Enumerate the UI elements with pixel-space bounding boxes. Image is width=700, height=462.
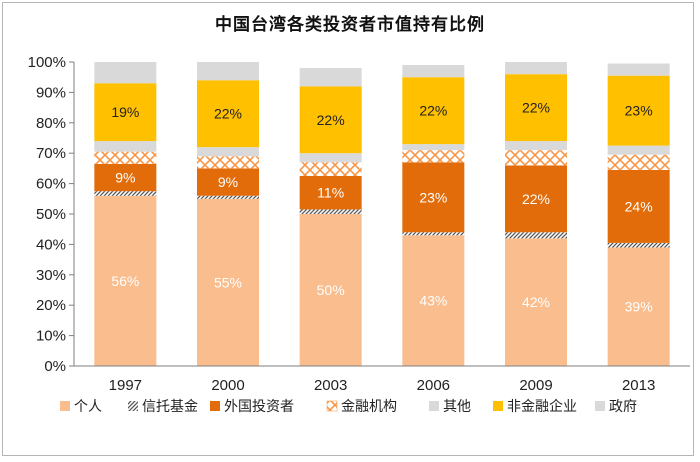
bar-segment bbox=[402, 150, 465, 163]
legend-swatch bbox=[128, 401, 138, 411]
data-label: 22% bbox=[522, 191, 550, 207]
data-label: 9% bbox=[218, 174, 238, 190]
y-tick-label: 50% bbox=[36, 206, 66, 223]
data-label: 9% bbox=[115, 170, 135, 186]
x-tick-label: 2000 bbox=[211, 377, 244, 394]
y-tick-label: 40% bbox=[36, 236, 66, 253]
data-label: 23% bbox=[419, 189, 447, 205]
bar-segment bbox=[505, 141, 567, 151]
legend-swatch bbox=[326, 400, 338, 412]
bar-segment bbox=[607, 75, 670, 146]
legend-swatch bbox=[595, 401, 605, 411]
y-tick-label: 80% bbox=[36, 115, 66, 132]
legend-label: 非金融企业 bbox=[507, 398, 577, 415]
bar-segment bbox=[607, 63, 670, 76]
legend-label: 政府 bbox=[609, 399, 637, 415]
bar-segment bbox=[505, 232, 567, 239]
x-tick-label: 2006 bbox=[417, 377, 450, 394]
bar-segment bbox=[197, 147, 259, 157]
data-label: 19% bbox=[111, 104, 139, 120]
bar-segment bbox=[197, 80, 259, 148]
x-tick-label: 2003 bbox=[314, 377, 347, 394]
data-label: 11% bbox=[317, 185, 344, 201]
data-label: 56% bbox=[111, 273, 139, 289]
data-label: 43% bbox=[419, 293, 447, 309]
bar-segment bbox=[505, 165, 567, 233]
bar-segment bbox=[94, 195, 157, 366]
bar-segment bbox=[299, 214, 362, 366]
data-label: 22% bbox=[419, 103, 447, 119]
legend-label: 信托基金 bbox=[142, 398, 198, 415]
y-tick-label: 20% bbox=[36, 297, 66, 314]
bar-segment bbox=[299, 86, 362, 154]
bar-segment bbox=[505, 62, 567, 75]
bar-segment bbox=[94, 151, 157, 164]
bar-segment bbox=[505, 238, 567, 366]
y-tick-label: 10% bbox=[36, 328, 66, 345]
chart-frame bbox=[2, 2, 694, 456]
data-label: 50% bbox=[317, 282, 345, 298]
bar-segment bbox=[607, 247, 670, 366]
bar-segment bbox=[94, 163, 157, 192]
bar-segment bbox=[607, 169, 670, 243]
y-tick-label: 30% bbox=[36, 267, 66, 284]
bar-segment bbox=[402, 162, 465, 233]
bar-segment bbox=[197, 198, 259, 366]
bar-segment bbox=[402, 65, 465, 78]
bar-segment bbox=[402, 77, 465, 145]
bar-segment bbox=[197, 168, 259, 196]
bar-segment bbox=[94, 83, 157, 142]
bar-segment bbox=[505, 150, 567, 166]
bar-segment bbox=[402, 144, 465, 151]
x-tick-label: 1997 bbox=[109, 377, 142, 394]
bar-segment bbox=[299, 176, 362, 210]
legend-label: 个人 bbox=[74, 399, 102, 415]
bar-segment bbox=[299, 209, 362, 214]
bar-segment bbox=[299, 162, 362, 176]
legend-label: 外国投资者 bbox=[224, 399, 294, 415]
data-label: 22% bbox=[214, 106, 242, 122]
data-label: 42% bbox=[522, 294, 550, 310]
data-label: 22% bbox=[522, 100, 550, 116]
bar-segment bbox=[94, 191, 157, 196]
bar-segment bbox=[607, 145, 670, 155]
chart-title: 中国台湾各类投资者市值持有比例 bbox=[215, 15, 485, 35]
bar-segment bbox=[197, 156, 259, 169]
legend-swatch bbox=[429, 401, 439, 411]
bar-segment bbox=[94, 141, 157, 152]
bar-segment bbox=[94, 62, 157, 84]
y-tick-label: 90% bbox=[36, 84, 66, 101]
y-tick-label: 0% bbox=[44, 358, 66, 375]
legend-swatch bbox=[493, 401, 503, 411]
y-tick-label: 100% bbox=[28, 54, 66, 71]
y-tick-label: 60% bbox=[36, 176, 66, 193]
data-label: 23% bbox=[625, 103, 653, 119]
bar-segment bbox=[505, 74, 567, 142]
bar-segment bbox=[607, 154, 670, 170]
legend-label: 其他 bbox=[443, 399, 471, 415]
legend-swatch bbox=[60, 401, 70, 411]
bar-segment bbox=[402, 235, 465, 366]
bar-segment bbox=[607, 242, 670, 248]
data-label: 22% bbox=[317, 112, 345, 128]
bar-segment bbox=[299, 153, 362, 163]
legend-label: 金融机构 bbox=[341, 399, 397, 415]
bar-segment bbox=[197, 62, 259, 81]
y-tick-label: 70% bbox=[36, 145, 66, 162]
data-label: 55% bbox=[214, 274, 242, 290]
bar-segment bbox=[402, 232, 465, 236]
data-label: 39% bbox=[625, 299, 653, 315]
data-label: 24% bbox=[625, 198, 653, 214]
legend-swatch bbox=[210, 401, 220, 411]
x-tick-label: 2009 bbox=[519, 377, 552, 394]
x-tick-label: 2013 bbox=[622, 377, 655, 394]
bar-segment bbox=[299, 68, 362, 87]
bar-segment bbox=[197, 195, 259, 199]
